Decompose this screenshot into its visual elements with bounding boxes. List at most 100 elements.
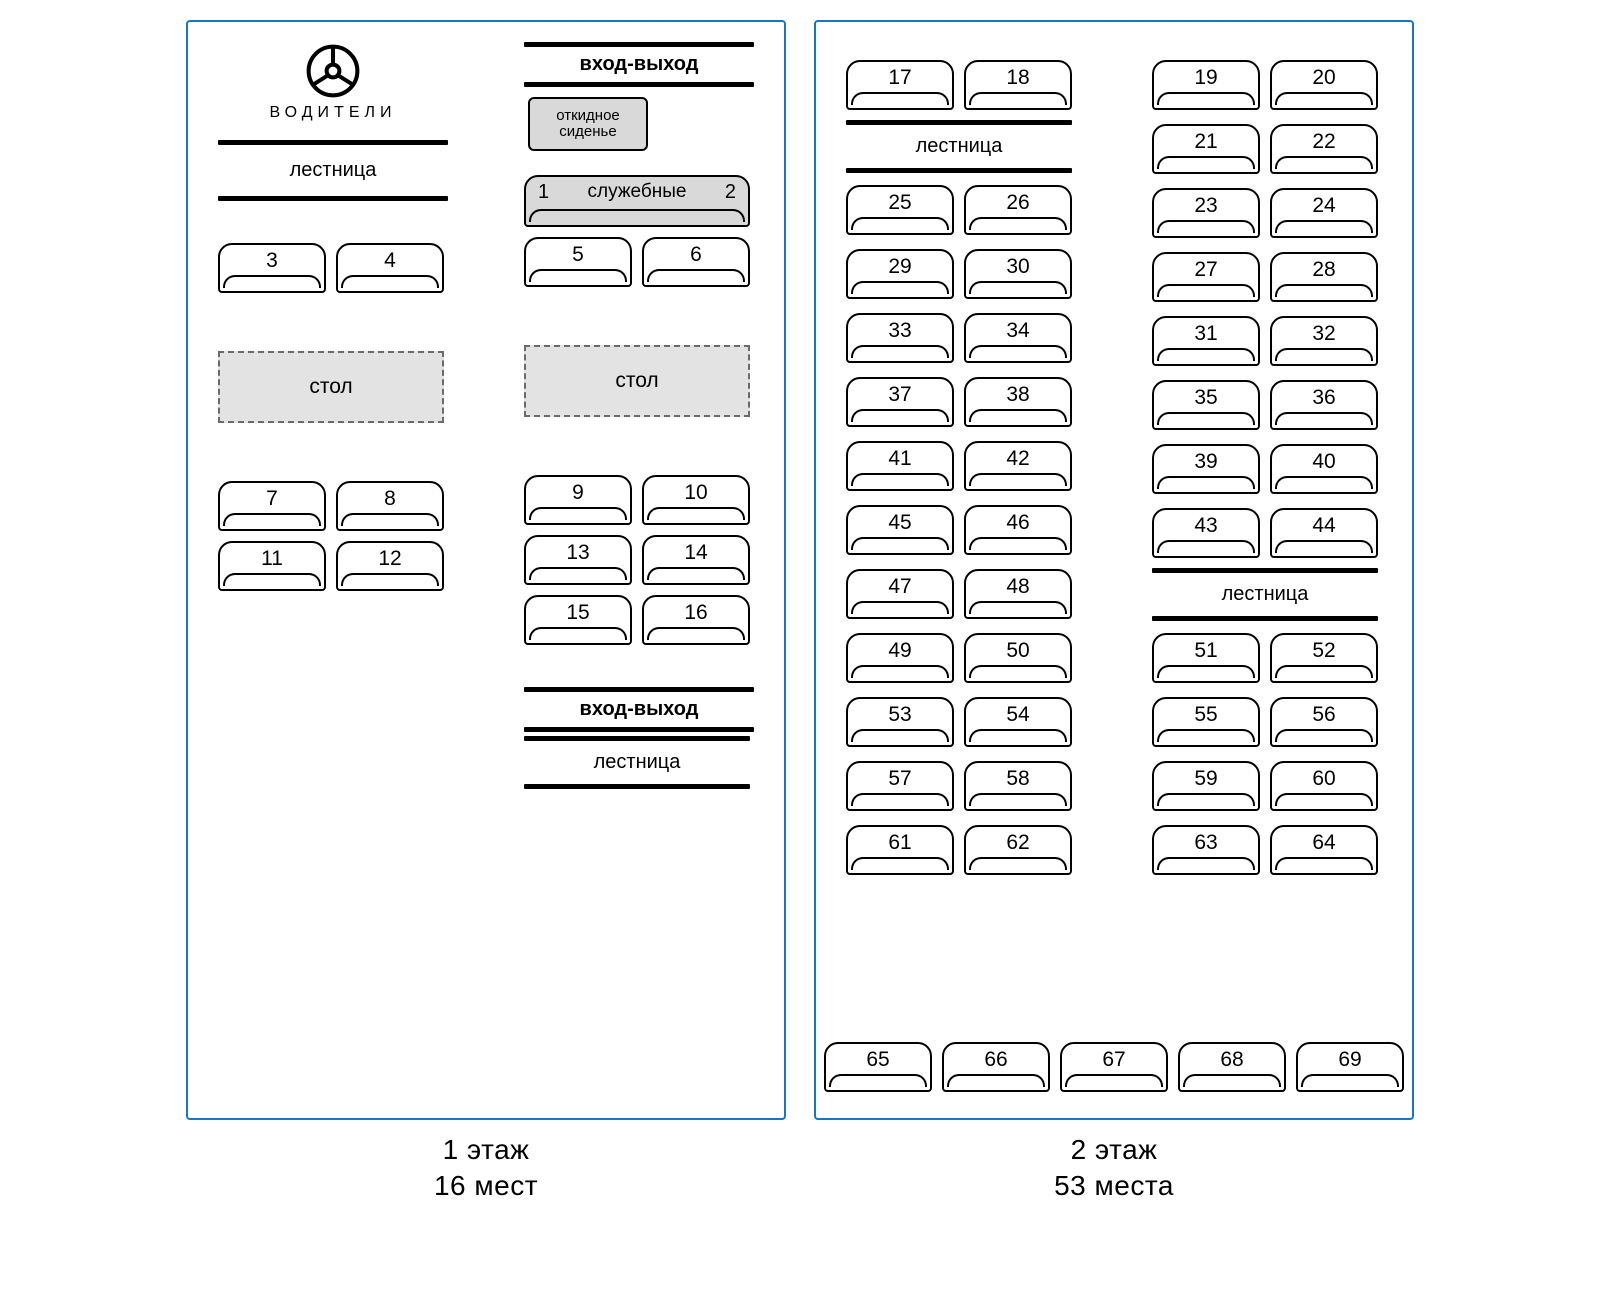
seat-row: 3738 [846,377,1076,427]
floor-1-column: ВОДИТЕЛИ лестница 3 4 стол [186,20,786,1205]
seat[interactable]: 46 [964,505,1072,555]
seat[interactable]: 29 [846,249,954,299]
seat[interactable]: 55 [1152,697,1260,747]
fold-seat-label: откидное сиденье [530,108,646,141]
steering-wheel-icon [304,42,362,100]
seat[interactable]: 32 [1270,316,1378,366]
seat[interactable]: 33 [846,313,954,363]
stairs-band: лестница [846,120,1072,173]
driver-label: ВОДИТЕЛИ [218,104,448,122]
seat[interactable]: 23 [1152,188,1260,238]
seat-row: 3940 [1152,444,1382,494]
seat[interactable]: 24 [1270,188,1378,238]
seat[interactable]: 36 [1270,380,1378,430]
seat[interactable]: 25 [846,185,954,235]
seat[interactable]: 68 [1178,1042,1286,1092]
floor1-caption-line2: 16 мест [434,1168,538,1204]
seat[interactable]: 64 [1270,825,1378,875]
seat[interactable]: 43 [1152,508,1260,558]
seat[interactable]: 22 [1270,124,1378,174]
seat[interactable]: 56 [1270,697,1378,747]
seat[interactable]: 18 [964,60,1072,110]
seat[interactable]: 12 [336,541,444,591]
seat[interactable]: 69 [1296,1042,1404,1092]
table: стол [524,345,750,417]
stairs-bottom: лестница [524,736,750,789]
seat-row: 9 10 [524,475,754,525]
seat[interactable]: 28 [1270,252,1378,302]
seat-row: 3334 [846,313,1076,363]
seat[interactable]: 14 [642,535,750,585]
seat[interactable]: 34 [964,313,1072,363]
seat[interactable]: 42 [964,441,1072,491]
seat[interactable]: 38 [964,377,1072,427]
seat[interactable]: 41 [846,441,954,491]
seat[interactable]: 6 [642,237,750,287]
seat[interactable]: 5 [524,237,632,287]
floor1-caption: 1 этаж 16 мест [434,1132,538,1205]
staff-seats[interactable]: 1 служебные 2 [524,175,750,227]
seat[interactable]: 40 [1270,444,1378,494]
stairs-label: лестница [846,131,1072,162]
seat[interactable]: 65 [824,1042,932,1092]
seat[interactable]: 19 [1152,60,1260,110]
seat-row: 6364 [1152,825,1382,875]
seat[interactable]: 44 [1270,508,1378,558]
seat[interactable]: 45 [846,505,954,555]
seat[interactable]: 50 [964,633,1072,683]
seat[interactable]: 4 [336,243,444,293]
floor2-left-col: 1718лестница2526293033343738414245464748… [846,42,1076,1098]
seat[interactable]: 61 [846,825,954,875]
seat-row: 13 14 [524,535,754,585]
seat-row: 5960 [1152,761,1382,811]
seat[interactable]: 39 [1152,444,1260,494]
seat[interactable]: 10 [642,475,750,525]
seat[interactable]: 47 [846,569,954,619]
seat-row: 15 16 [524,595,754,645]
seat[interactable]: 66 [942,1042,1050,1092]
stairs-label: лестница [1152,579,1378,610]
seat[interactable]: 35 [1152,380,1260,430]
seat[interactable]: 63 [1152,825,1260,875]
seat[interactable]: 30 [964,249,1072,299]
entry-exit-label: вход-выход [524,53,754,76]
seat[interactable]: 59 [1152,761,1260,811]
seat[interactable]: 62 [964,825,1072,875]
seat[interactable]: 52 [1270,633,1378,683]
seat[interactable]: 67 [1060,1042,1168,1092]
seat[interactable]: 31 [1152,316,1260,366]
seat[interactable]: 20 [1270,60,1378,110]
seat[interactable]: 58 [964,761,1072,811]
seat[interactable]: 7 [218,481,326,531]
seat[interactable]: 54 [964,697,1072,747]
seat[interactable]: 11 [218,541,326,591]
seat[interactable]: 26 [964,185,1072,235]
seat[interactable]: 48 [964,569,1072,619]
seat[interactable]: 60 [1270,761,1378,811]
seat[interactable]: 3 [218,243,326,293]
seat[interactable]: 13 [524,535,632,585]
seat-row: 5758 [846,761,1076,811]
seat[interactable]: 53 [846,697,954,747]
floor-2: 1718лестница2526293033343738414245464748… [814,20,1414,1120]
table-label: стол [615,369,658,393]
seat[interactable]: 17 [846,60,954,110]
floor2-back-row: 6566676869 [816,1042,1412,1092]
seat[interactable]: 9 [524,475,632,525]
seat[interactable]: 37 [846,377,954,427]
seat-row: 2526 [846,185,1076,235]
floor-2-column: 1718лестница2526293033343738414245464748… [814,20,1414,1205]
seat[interactable]: 16 [642,595,750,645]
seat[interactable]: 8 [336,481,444,531]
seat[interactable]: 27 [1152,252,1260,302]
seat[interactable]: 21 [1152,124,1260,174]
seat[interactable]: 49 [846,633,954,683]
fold-seat[interactable]: откидное сиденье [528,97,648,151]
seat[interactable]: 15 [524,595,632,645]
stairs-label: лестница [524,747,750,778]
seat[interactable]: 57 [846,761,954,811]
seat[interactable]: 51 [1152,633,1260,683]
seat-row: 5354 [846,697,1076,747]
seat-row: 7 8 [218,481,448,531]
floor1-left-col: ВОДИТЕЛИ лестница 3 4 стол [218,42,448,1098]
